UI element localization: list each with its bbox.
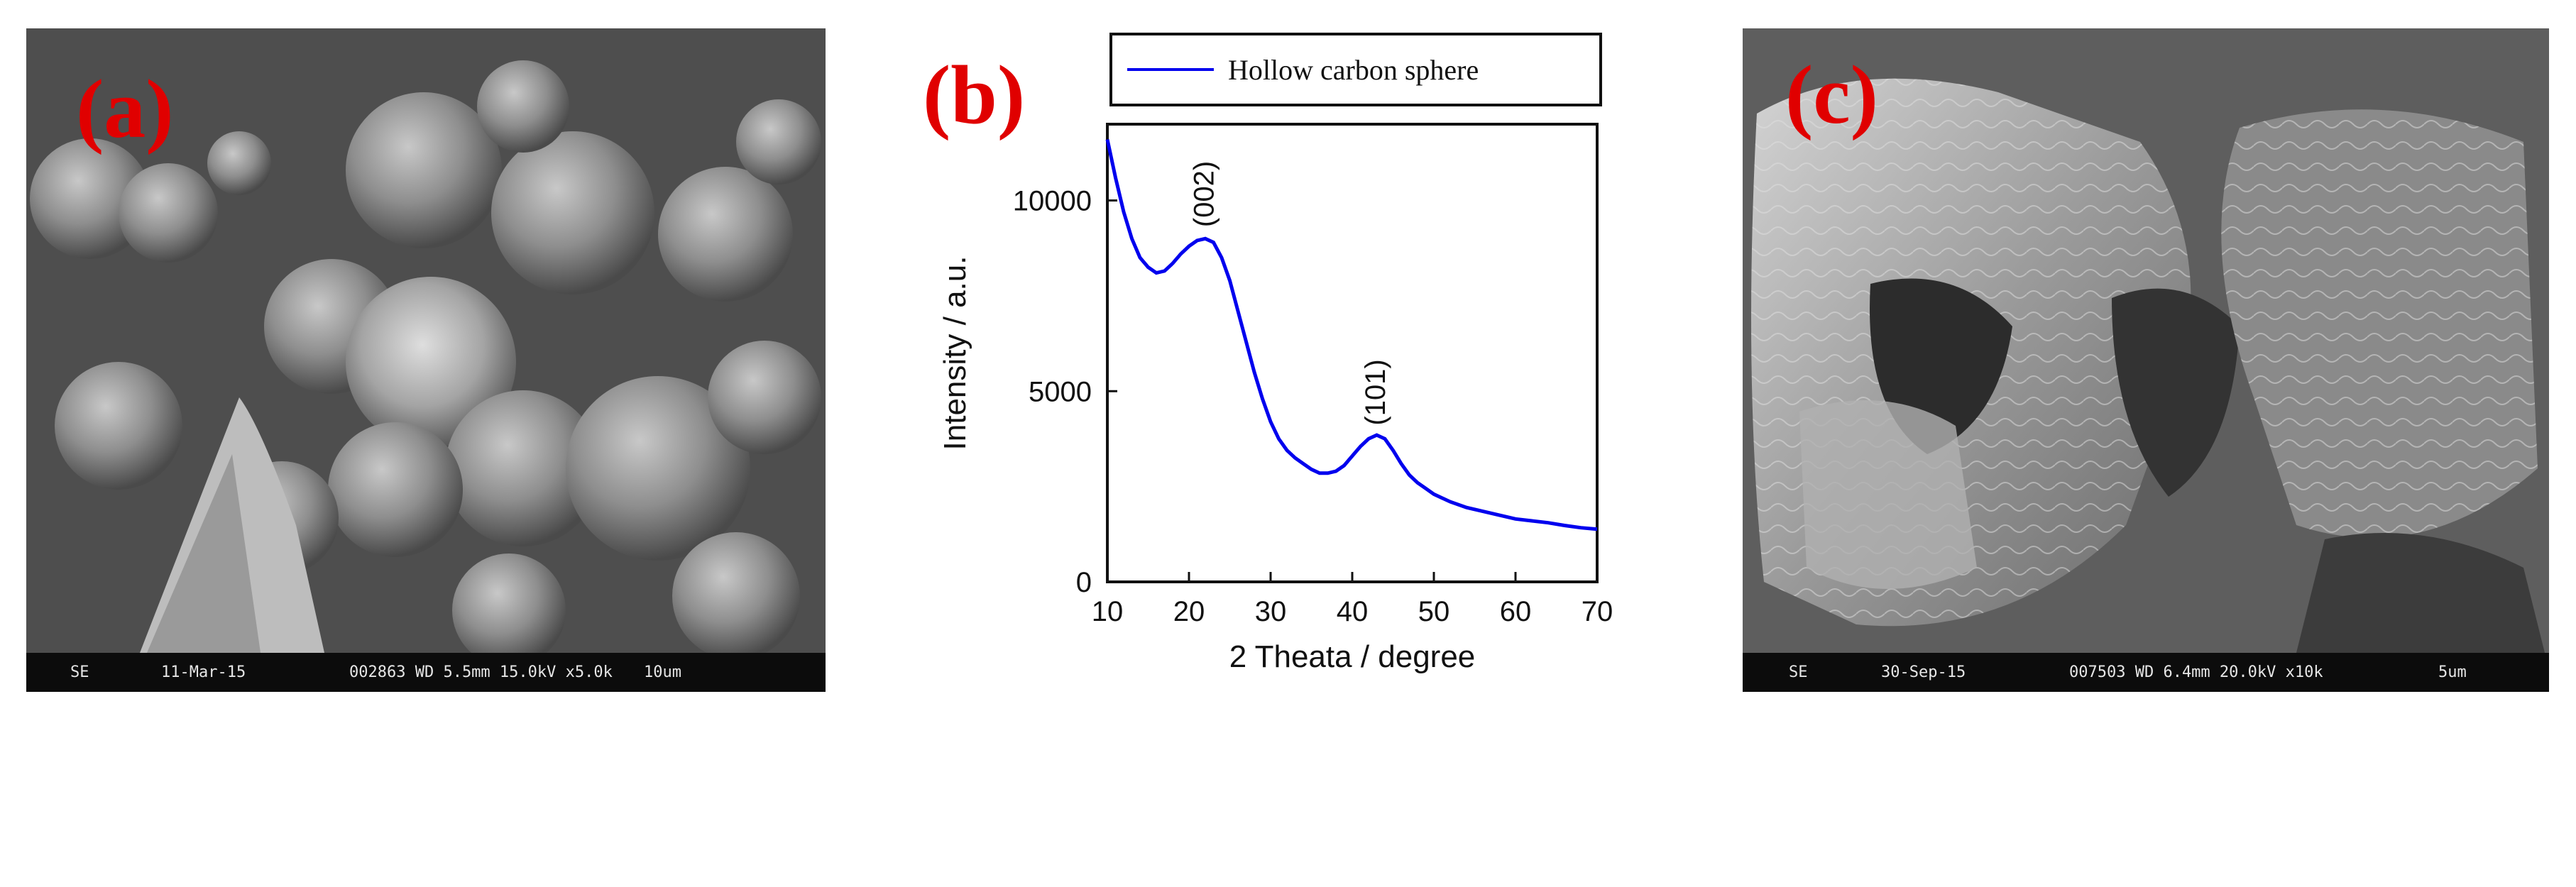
sem-scale-a: 10um [644, 663, 681, 681]
panel-label-c: (c) [1785, 48, 1878, 141]
sem-params-a: 002863 WD 5.5mm 15.0kV x5.0k [349, 663, 613, 681]
x-axis-title: 2 Theata / degree [1229, 639, 1476, 674]
sem-scale-c: 5um [2438, 663, 2467, 681]
sem-info-bar-c: SE 30-Sep-15 007503 WD 6.4mm 20.0kV x10k… [1743, 653, 2549, 692]
legend-entry: Hollow carbon sphere [1228, 54, 1479, 86]
x-tick-label: 10 [1092, 596, 1124, 627]
sem-date-a: 11-Mar-15 [161, 663, 246, 681]
panel-label-b: (b) [923, 48, 1026, 141]
peak-label: (101) [1360, 359, 1391, 425]
x-tick-label: 50 [1418, 596, 1450, 627]
x-tick-label: 40 [1337, 596, 1369, 627]
sem-date-c: 30-Sep-15 [1881, 663, 1966, 681]
x-tick-label: 70 [1582, 596, 1613, 627]
peak-annotations: (002) (101) [1189, 161, 1392, 426]
sem-panel-a: SE 11-Mar-15 002863 WD 5.5mm 15.0kV x5.0… [26, 28, 826, 692]
series-line-hollow-carbon-sphere [1105, 138, 1598, 531]
x-tick-label: 30 [1255, 596, 1287, 627]
sem-mode-a: SE [70, 663, 89, 681]
y-tick-label: 0 [1076, 567, 1092, 598]
x-tick-label: 60 [1500, 596, 1532, 627]
axis-ticks: 10 20 30 40 50 60 70 0 5000 10000 [1013, 186, 1613, 628]
sem-micrograph-a [26, 28, 826, 653]
y-tick-label: 5000 [1029, 376, 1092, 407]
sem-mode-c: SE [1789, 663, 1808, 681]
plot-frame [1106, 123, 1599, 583]
sem-micrograph-c [1743, 28, 2549, 653]
panel-label-a: (a) [76, 62, 174, 155]
y-tick-label: 10000 [1013, 186, 1092, 217]
y-axis-title: Intensity / a.u. [938, 256, 972, 451]
sem-info-bar-a: SE 11-Mar-15 002863 WD 5.5mm 15.0kV x5.0… [26, 653, 826, 692]
sem-panel-c: SE 30-Sep-15 007503 WD 6.4mm 20.0kV x10k… [1743, 28, 2549, 692]
peak-label: (002) [1189, 161, 1220, 227]
xrd-chart: Hollow carbon sphere 10 20 30 40 50 60 70 0 5000… [938, 33, 1613, 674]
x-tick-label: 20 [1173, 596, 1205, 627]
sem-params-c: 007503 WD 6.4mm 20.0kV x10k [2069, 663, 2323, 681]
xrd-chart-panel: (b) Hollow carbon sphere 10 20 30 40 50 60 70 0… [880, 21, 1689, 703]
